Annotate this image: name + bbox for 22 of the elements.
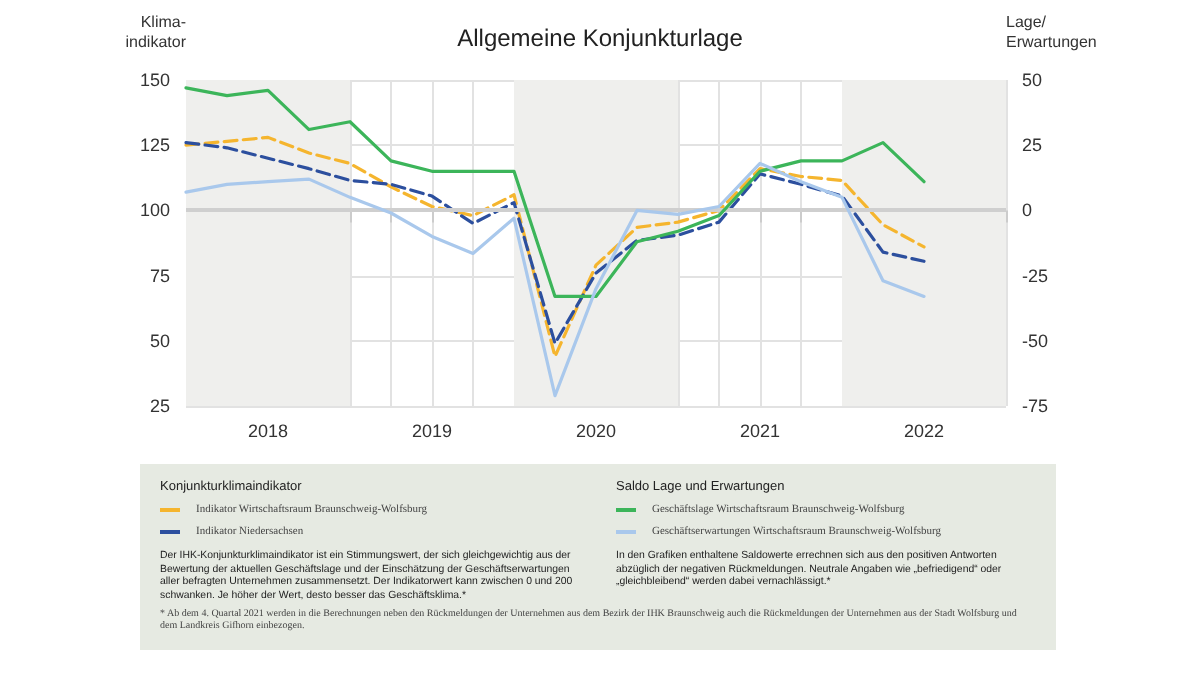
y2-tick-label: -25: [1022, 265, 1049, 286]
y2-tick-label: -75: [1022, 396, 1049, 416]
x-tick-label: 2020: [575, 421, 617, 441]
y-tick-label: 150: [139, 70, 170, 90]
x-tick-label: 2019: [411, 421, 453, 441]
x-tick-label: 2018: [247, 421, 289, 441]
y2-tick-label: 25: [1022, 135, 1043, 156]
x-tick-label: 2021: [739, 421, 781, 441]
y-tick-label: 50: [149, 330, 170, 351]
y-tick-label: 125: [139, 135, 170, 156]
y2-tick-label: -50: [1022, 330, 1049, 351]
y-tick-label: 25: [149, 396, 170, 416]
y2-axis-title: Lage/ Erwartungen: [1006, 13, 1097, 51]
y-tick-label: 100: [139, 200, 170, 221]
y-tick-label: 75: [149, 265, 170, 286]
line-series: [184, 86, 926, 299]
line-series: [184, 161, 926, 398]
y2-tick-label: 0: [1022, 200, 1033, 221]
chart-title: Allgemeine Konjunkturlage: [457, 24, 744, 52]
y-axis-title: Klima- indikator: [125, 13, 187, 51]
x-tick-label: 2022: [903, 421, 945, 441]
y2-tick-label: 50: [1022, 70, 1043, 90]
